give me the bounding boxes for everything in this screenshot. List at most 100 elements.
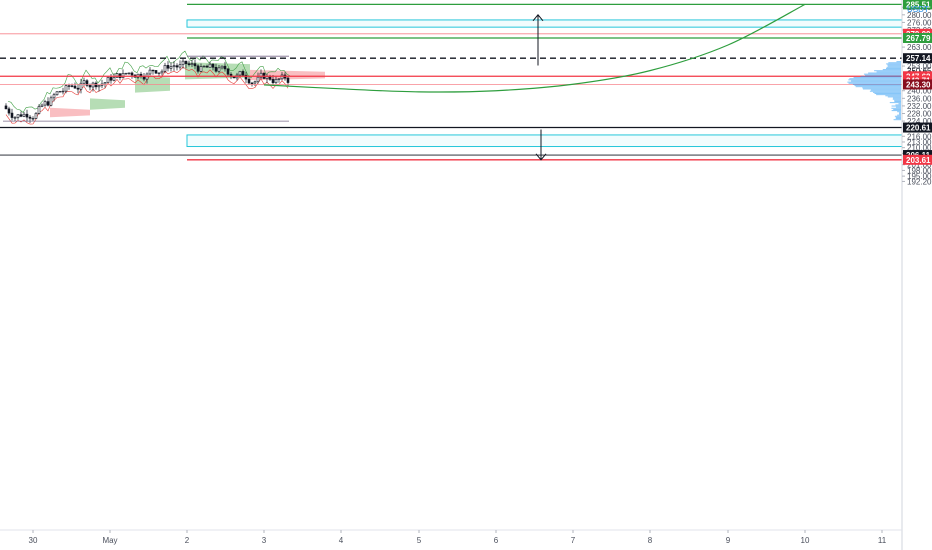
price-tick-label[interactable]: 216.00 [907, 132, 932, 141]
candle-body [238, 71, 242, 76]
price-badge-bg [903, 79, 932, 90]
time-tick-label[interactable]: 7 [571, 536, 576, 545]
volume-profile-bar [897, 114, 901, 116]
price-tick-label[interactable]: 201.00 [907, 161, 932, 170]
price-tick-label[interactable]: 263.00 [907, 43, 932, 52]
candle-body [112, 77, 116, 81]
volume-profile-bar [874, 93, 901, 95]
time-axis[interactable]: 30 May 2 3 4 5 6 7 8 9 10 11 [29, 530, 887, 545]
volume-profile-bar [865, 74, 901, 76]
candle-body [184, 60, 188, 65]
price-tick-label[interactable]: 276.00 [907, 18, 932, 27]
volume-profile-bar [899, 112, 901, 114]
currency-label[interactable]: USDT [907, 5, 929, 14]
candle-body [79, 82, 83, 90]
volume-profile-bar [852, 83, 901, 85]
price-badge-text: 267.79 [906, 34, 931, 43]
candle-body [19, 114, 23, 117]
candle-body [25, 113, 29, 118]
candle-body [271, 79, 275, 84]
volume-profile-bar [894, 100, 901, 102]
candle-body [85, 80, 89, 86]
price-tick-label[interactable]: 192.20 [907, 177, 932, 186]
price-tick-label[interactable]: 213.00 [907, 138, 932, 147]
price-tick-label[interactable]: 198.00 [907, 166, 932, 175]
candle-body [226, 68, 230, 75]
time-tick-label[interactable]: 8 [648, 536, 653, 545]
price-tick-label[interactable]: 210.00 [907, 144, 932, 153]
candle-body [148, 69, 152, 75]
candle-body [247, 78, 251, 84]
price-tick-label[interactable]: 228.00 [907, 110, 932, 119]
volume-profile-bar [895, 116, 901, 118]
candle-body [244, 74, 248, 80]
time-tick-label[interactable]: 10 [801, 536, 810, 545]
candle-body [64, 85, 68, 92]
volume-profile-bar [889, 102, 901, 104]
price-badge-bg [903, 122, 932, 133]
lagging-span [7, 50, 291, 113]
price-tick-label[interactable]: 232.00 [907, 102, 932, 111]
candle-body [154, 70, 158, 74]
candle-body [34, 113, 38, 119]
candle-body [196, 65, 200, 72]
candle-body [106, 77, 110, 83]
price-tick-label[interactable]: 195.00 [907, 172, 932, 181]
candle-body [46, 101, 50, 106]
candle-body [220, 65, 224, 69]
candle-body [151, 69, 155, 72]
candle-body [109, 77, 113, 81]
zone-0 [186, 19, 903, 28]
volume-profile-bar [860, 75, 901, 77]
volume-profile-bar [891, 107, 901, 109]
time-tick-label[interactable]: 30 [29, 536, 38, 545]
volume-profile-bar [894, 99, 901, 101]
volume-profile-bar [872, 91, 901, 93]
price-tick-label[interactable]: 240.00 [907, 87, 932, 96]
time-tick-label[interactable]: 6 [494, 536, 499, 545]
candle-body [172, 65, 176, 67]
volume-profile-bar [899, 113, 901, 115]
volume-profile-bar [874, 70, 901, 72]
time-tick-label[interactable]: 9 [726, 536, 731, 545]
candle-body [250, 82, 254, 85]
volume-profile-bar [887, 64, 901, 66]
volume-profile-bar [868, 72, 901, 74]
volume-profile-bar [853, 77, 901, 79]
volume-profile-bar [895, 106, 901, 108]
volume-profile-bar [895, 118, 901, 120]
candle-body [22, 113, 26, 117]
candle-body [166, 65, 170, 69]
price-tick-label[interactable]: 253.00 [907, 62, 932, 71]
price-badge-text: 257.14 [906, 54, 931, 63]
price-tick-label[interactable]: 236.00 [907, 94, 932, 103]
candle-body [259, 72, 263, 78]
price-tick-label[interactable]: 280.00 [907, 11, 932, 20]
candle-body [286, 77, 290, 83]
candle-body [67, 85, 71, 87]
candle-body [256, 76, 260, 83]
candle-body [88, 85, 92, 88]
arrows [532, 14, 547, 161]
time-tick-label[interactable]: 3 [262, 536, 267, 545]
candle-body [103, 82, 107, 85]
candle-body [130, 72, 134, 76]
volume-profile-bar [886, 67, 901, 69]
volume-profile-bar [897, 111, 901, 113]
price-labels: 285.51270.00267.79257.14250.6521:10247.6… [903, 0, 932, 165]
time-tick-label[interactable]: 2 [185, 536, 190, 545]
candle-body [163, 65, 167, 72]
time-tick-label[interactable]: 11 [878, 536, 887, 545]
price-badge-text: 243.30 [906, 80, 931, 89]
volume-profile-bar [898, 103, 901, 105]
volume-profile-bar [894, 115, 901, 117]
time-tick-label[interactable]: 4 [339, 536, 344, 545]
candle-body [43, 101, 47, 106]
time-tick-label[interactable]: May [102, 536, 117, 545]
time-tick-label[interactable]: 5 [417, 536, 422, 545]
price-tick-label[interactable]: 224.00 [907, 117, 932, 126]
volume-profile-bar [870, 89, 901, 91]
volume-profile-bar [848, 82, 901, 84]
volume-profile-bar [891, 105, 901, 107]
